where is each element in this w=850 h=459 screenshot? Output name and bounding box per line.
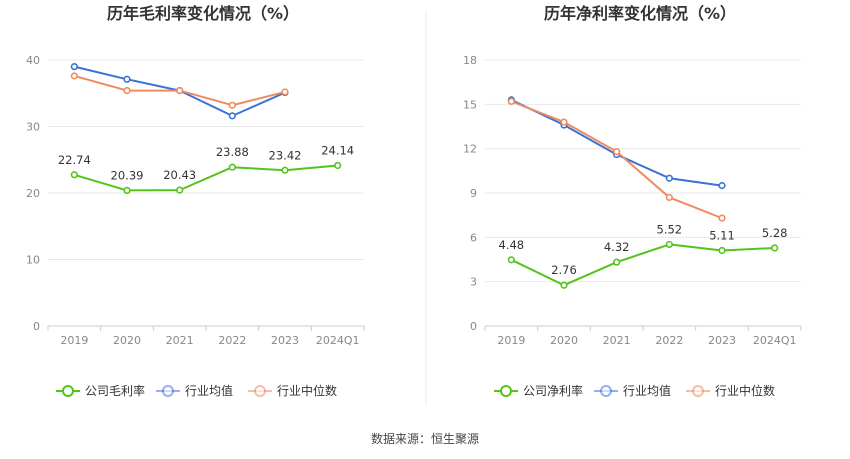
legend-item-median: 行业中位数 — [686, 383, 775, 398]
series-line-company — [74, 164, 338, 192]
x-tick-label: 2024Q1 — [753, 334, 797, 347]
legend-swatch-marker — [500, 385, 512, 397]
x-tick-label: 2022 — [655, 334, 683, 347]
data-label: 20.43 — [163, 168, 196, 182]
data-label: 5.28 — [762, 226, 788, 240]
y-tick-label: 9 — [470, 187, 477, 200]
x-tick-label: 2024Q1 — [316, 334, 360, 347]
data-point-company — [281, 166, 289, 174]
x-tick-label: 2019 — [497, 334, 525, 347]
chart-title: 历年毛利率变化情况（%） — [107, 4, 299, 23]
data-point-median — [281, 88, 289, 96]
data-point-avg — [228, 112, 236, 120]
legend-item-avg: 行业均值 — [156, 383, 233, 398]
data-point-median — [613, 148, 621, 156]
series-line-company — [510, 243, 775, 287]
legend-swatch-marker — [162, 385, 174, 397]
y-tick-label: 10 — [26, 254, 40, 267]
legend-label: 行业均值 — [185, 383, 233, 398]
legend-swatch-marker — [692, 385, 704, 397]
gross-margin-chart: 历年毛利率变化情况（%） 0 10 20 30 40 2019 2020 2021 2022 202… — [26, 4, 365, 398]
data-point-median — [507, 97, 515, 105]
legend-label: 公司毛利率 — [85, 383, 145, 398]
data-point-company — [560, 281, 568, 289]
legend-label: 行业中位数 — [277, 383, 337, 398]
data-label: 5.11 — [709, 228, 735, 242]
y-tick-label: 30 — [26, 121, 40, 134]
data-label: 4.32 — [604, 240, 630, 254]
y-tick-label: 3 — [470, 276, 477, 289]
y-tick-label: 6 — [470, 231, 477, 244]
data-label: 20.39 — [111, 168, 144, 182]
x-tick-label: 2021 — [166, 334, 194, 347]
data-label: 23.88 — [216, 145, 249, 159]
data-label: 22.74 — [58, 153, 91, 167]
legend-item-company: 公司毛利率 — [56, 383, 145, 398]
y-tick-label: 40 — [26, 54, 40, 67]
legend-item-median: 行业中位数 — [248, 383, 337, 398]
legend-label: 公司净利率 — [523, 383, 583, 398]
data-point-avg — [123, 75, 131, 83]
data-point-company — [665, 240, 673, 249]
x-tick-label: 2021 — [603, 334, 631, 347]
x-tick-label: 2023 — [708, 334, 736, 347]
data-label: 23.42 — [269, 148, 302, 162]
data-point-median — [718, 214, 726, 222]
data-point-company — [70, 171, 78, 179]
x-tick-label: 2019 — [60, 334, 88, 347]
legend-swatch-marker — [254, 385, 266, 397]
data-point-median — [176, 86, 184, 95]
data-point-company — [123, 186, 131, 195]
y-tick-label: 12 — [463, 143, 477, 156]
data-point-company — [507, 256, 515, 264]
net-margin-chart: 历年净利率变化情况（%） 0 3 6 9 12 15 18 2019 2020 2021 2022 20… — [463, 4, 802, 398]
legend-item-avg: 行业均值 — [594, 383, 671, 398]
data-point-company — [613, 258, 621, 266]
data-point-company — [176, 186, 184, 194]
data-point-company — [228, 163, 236, 171]
data-point-avg — [70, 63, 78, 71]
data-point-median — [228, 101, 236, 109]
data-point-median — [560, 118, 568, 126]
data-source: 数据来源：恒生聚源 — [371, 431, 479, 446]
legend-swatch-marker — [600, 385, 612, 397]
data-point-company — [334, 161, 342, 170]
y-tick-label: 20 — [26, 187, 40, 200]
data-label: 5.52 — [657, 222, 683, 236]
series-line-median — [510, 100, 723, 220]
x-tick-label: 2022 — [218, 334, 246, 347]
y-tick-label: 0 — [470, 320, 477, 333]
data-label: 2.76 — [551, 263, 577, 277]
data-point-median — [665, 193, 673, 202]
data-point-avg — [665, 174, 673, 182]
data-point-avg — [718, 182, 726, 190]
data-label: 24.14 — [321, 143, 354, 157]
legend-label: 行业中位数 — [715, 383, 775, 398]
data-label: 4.48 — [499, 238, 525, 252]
data-point-median — [123, 86, 131, 95]
y-tick-label: 15 — [463, 98, 477, 111]
data-point-company — [771, 244, 779, 252]
data-point-company — [718, 246, 726, 255]
y-tick-label: 0 — [33, 320, 40, 333]
legend-label: 行业均值 — [623, 383, 671, 398]
legend-item-company: 公司净利率 — [494, 383, 583, 398]
y-tick-label: 18 — [463, 54, 477, 67]
x-tick-label: 2023 — [271, 334, 299, 347]
x-tick-label: 2020 — [550, 334, 578, 347]
x-tick-label: 2020 — [113, 334, 141, 347]
legend-swatch-marker — [62, 385, 74, 397]
chart-title: 历年净利率变化情况（%） — [544, 4, 736, 23]
data-point-median — [70, 72, 78, 80]
